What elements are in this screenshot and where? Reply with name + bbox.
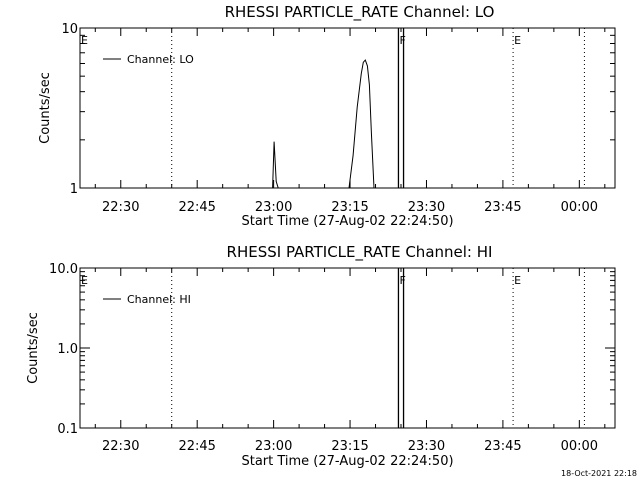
event-marker-label: E (514, 274, 521, 287)
y-tick-label: 1 (70, 182, 78, 197)
event-marker-label: E (81, 274, 88, 287)
event-marker-label: F (399, 274, 405, 287)
y-tick-label: 10.0 (49, 262, 78, 277)
chart-panel-lo: RHESSI PARTICLE_RATE Channel: LO 22:30 22:… (38, 3, 616, 229)
x-tick-label: 23:45 (484, 200, 521, 215)
y-axis-title: Counts/sec (26, 312, 41, 384)
x-tick-label: 23:00 (255, 200, 292, 215)
y-tick-label: 0.1 (57, 422, 78, 437)
x-tick-label: 23:00 (255, 439, 292, 454)
x-tick-label: 22:30 (102, 439, 139, 454)
x-tick-label: 22:45 (178, 439, 215, 454)
chart-title: RHESSI PARTICLE_RATE Channel: HI (227, 243, 493, 262)
plot-frame (79, 267, 616, 429)
x-tick-label: 23:30 (408, 439, 445, 454)
x-axis-title: Start Time (27-Aug-02 22:24:50) (241, 454, 453, 469)
x-axis-title: Start Time (27-Aug-02 22:24:50) (241, 214, 453, 229)
footer-timestamp: 18-Oct-2021 22:18 (561, 469, 637, 478)
x-tick-label: 22:30 (102, 200, 139, 215)
y-tick-label: 10 (61, 22, 78, 37)
x-tick-label: 00:00 (561, 439, 598, 454)
event-marker-label: E (514, 34, 521, 47)
x-tick-label: 23:15 (331, 200, 368, 215)
y-tick-label: 1.0 (57, 342, 78, 357)
x-tick-label: 23:15 (331, 439, 368, 454)
event-marker-label: F (399, 34, 405, 47)
legend-label: Channel: HI (127, 293, 191, 306)
series-line (272, 59, 375, 189)
legend-label: Channel: LO (127, 53, 194, 66)
y-axis-title: Counts/sec (38, 72, 53, 144)
chart-title: RHESSI PARTICLE_RATE Channel: LO (225, 3, 495, 22)
x-tick-label: 23:30 (408, 200, 445, 215)
x-tick-label: 00:00 (561, 200, 598, 215)
x-tick-label: 23:45 (484, 439, 521, 454)
plot-frame (79, 27, 616, 189)
x-tick-label: 22:45 (178, 200, 215, 215)
event-marker-label: E (81, 34, 88, 47)
chart-panel-hi: RHESSI PARTICLE_RATE Channel: HI 22:30 22:… (26, 243, 616, 469)
